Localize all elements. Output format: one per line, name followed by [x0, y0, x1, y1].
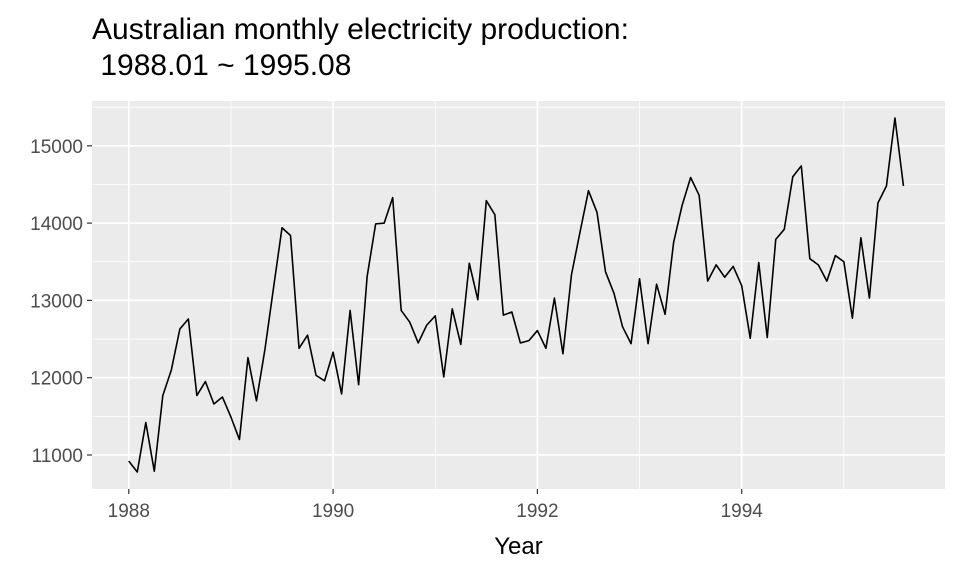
y-tick-label: 13000 — [30, 291, 83, 312]
x-axis-title: Year — [494, 533, 543, 560]
y-tick-label: 11000 — [32, 446, 83, 467]
plot-panel — [92, 101, 945, 489]
minor-gridlines — [92, 101, 945, 489]
x-axis: 1988 1990 1992 1994 — [108, 489, 764, 522]
x-tick-label: 1988 — [108, 501, 150, 522]
chart-title-line-2: 1988.01 ~ 1995.08 — [92, 49, 352, 82]
chart-title: Australian monthly electricity productio… — [92, 12, 629, 84]
y-tick-label: 14000 — [30, 214, 83, 235]
y-axis: 11000 12000 13000 14000 15000 — [30, 137, 92, 467]
chart-title-line-1: Australian monthly electricity productio… — [92, 13, 629, 46]
series-layer — [128, 117, 905, 473]
major-gridlines — [92, 101, 945, 489]
x-tick-label: 1992 — [516, 501, 558, 522]
y-tick-label: 15000 — [30, 137, 83, 158]
series-line — [128, 117, 905, 473]
x-tick-label: 1990 — [312, 501, 354, 522]
y-tick-label: 12000 — [30, 369, 83, 390]
x-tick-label: 1994 — [721, 501, 764, 522]
